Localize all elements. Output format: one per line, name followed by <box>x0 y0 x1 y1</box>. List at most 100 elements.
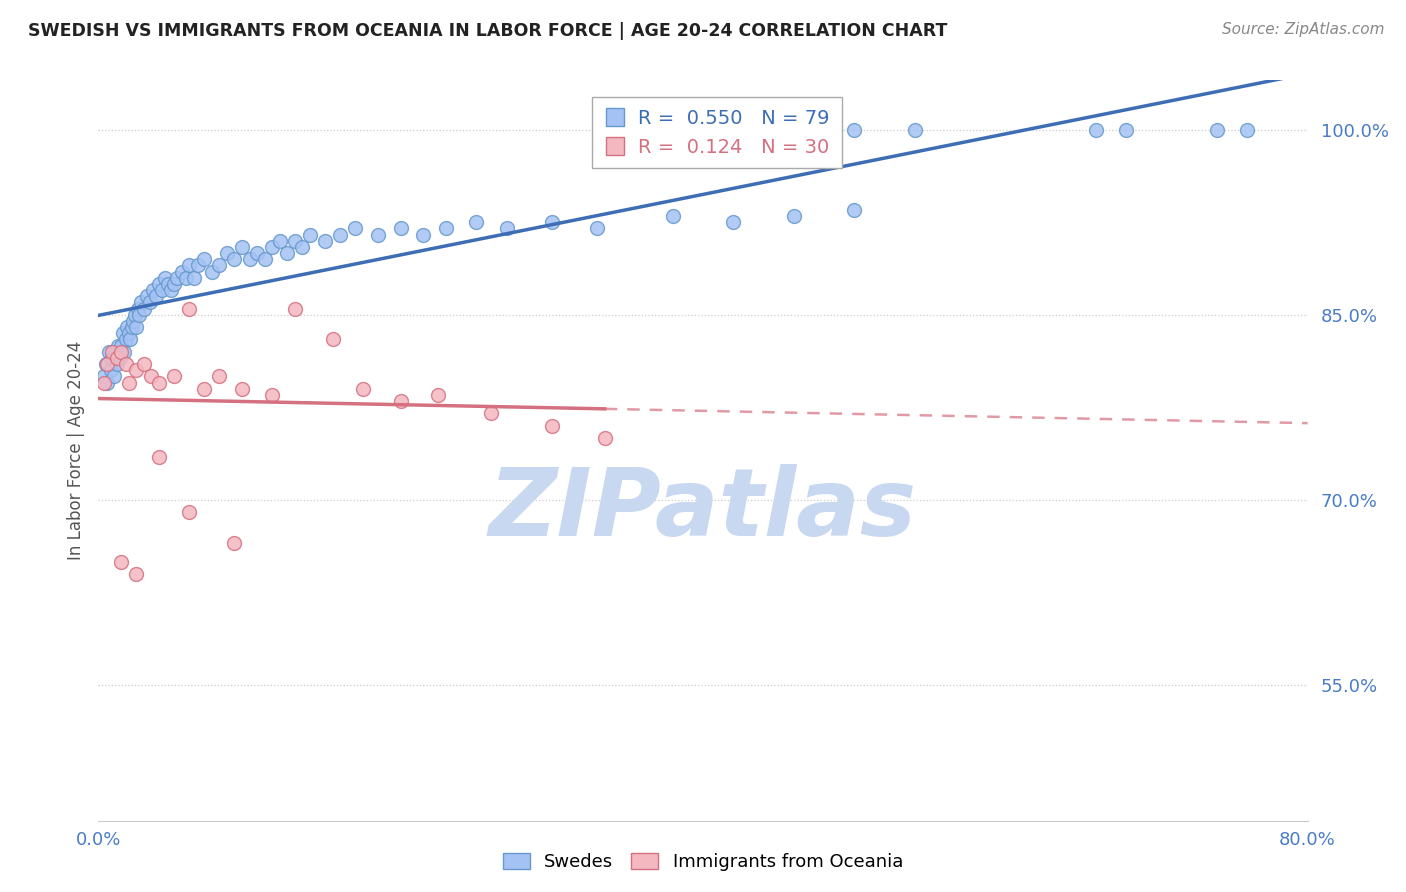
Point <box>120 333 142 347</box>
Point <box>201 264 224 278</box>
Point <box>253 252 276 267</box>
Point <box>145 289 167 303</box>
Point <box>389 221 412 235</box>
Point <box>170 264 193 278</box>
Point <box>215 246 238 260</box>
Point <box>284 301 307 316</box>
Point <box>122 314 145 328</box>
Point <box>389 394 412 409</box>
Point <box>465 215 488 229</box>
Point <box>107 338 129 352</box>
Point <box>141 369 163 384</box>
Point <box>104 344 127 359</box>
Point <box>299 227 322 242</box>
Point <box>193 382 215 396</box>
Point <box>142 283 165 297</box>
Point <box>179 259 201 273</box>
Point <box>111 326 134 341</box>
Point <box>132 301 155 316</box>
Point <box>128 308 150 322</box>
Text: Source: ZipAtlas.com: Source: ZipAtlas.com <box>1222 22 1385 37</box>
Point <box>661 122 683 136</box>
Point <box>276 246 298 260</box>
Point <box>723 215 745 229</box>
Point <box>110 344 132 359</box>
Point <box>495 221 517 235</box>
Text: SWEDISH VS IMMIGRANTS FROM OCEANIA IN LABOR FORCE | AGE 20-24 CORRELATION CHART: SWEDISH VS IMMIGRANTS FROM OCEANIA IN LA… <box>28 22 948 40</box>
Point <box>96 357 118 371</box>
Point <box>148 376 170 390</box>
Point <box>110 555 132 569</box>
Point <box>132 357 155 371</box>
Point <box>322 333 344 347</box>
Point <box>231 382 253 396</box>
Point <box>93 376 115 390</box>
Point <box>118 376 141 390</box>
Point <box>156 277 179 291</box>
Point <box>105 351 128 365</box>
Point <box>352 382 374 396</box>
Point <box>239 252 262 267</box>
Point <box>269 234 291 248</box>
Point <box>103 369 125 384</box>
Point <box>94 357 117 371</box>
Legend: R =  0.550   N = 79, R =  0.124   N = 30: R = 0.550 N = 79, R = 0.124 N = 30 <box>592 97 842 169</box>
Point <box>1115 122 1137 136</box>
Point <box>160 283 183 297</box>
Point <box>427 388 450 402</box>
Point <box>844 202 866 217</box>
Point <box>112 344 135 359</box>
Point <box>367 227 389 242</box>
Point <box>1206 122 1229 136</box>
Point <box>314 234 336 248</box>
Point <box>412 227 434 242</box>
Point <box>481 407 503 421</box>
Point <box>344 221 367 235</box>
Point <box>121 320 143 334</box>
Point <box>139 295 162 310</box>
Point <box>208 369 231 384</box>
Point <box>101 351 124 365</box>
Point <box>124 308 146 322</box>
Legend: Swedes, Immigrants from Oceania: Swedes, Immigrants from Oceania <box>495 846 911 879</box>
Point <box>163 369 186 384</box>
Point <box>262 240 284 254</box>
Point <box>115 320 138 334</box>
Point <box>284 234 307 248</box>
Point <box>125 363 148 377</box>
Point <box>586 221 609 235</box>
Point <box>183 270 205 285</box>
Point <box>98 344 121 359</box>
Point <box>904 122 927 136</box>
Point <box>125 320 148 334</box>
Point <box>163 277 186 291</box>
Point <box>844 122 866 136</box>
Point <box>224 536 246 550</box>
Point <box>129 295 152 310</box>
Point <box>179 505 201 519</box>
Point <box>434 221 457 235</box>
Point <box>110 338 132 352</box>
Point <box>108 351 131 365</box>
Point <box>661 209 683 223</box>
Point <box>187 259 209 273</box>
Point <box>153 270 176 285</box>
Point <box>540 418 562 433</box>
Point <box>224 252 246 267</box>
Point <box>593 431 616 445</box>
Point <box>246 246 269 260</box>
Point <box>291 240 314 254</box>
Point <box>540 215 562 229</box>
Point <box>118 326 141 341</box>
Point <box>114 333 136 347</box>
Point <box>114 357 136 371</box>
Point <box>135 289 157 303</box>
Point <box>148 277 170 291</box>
Point <box>96 376 118 390</box>
Text: ZIPatlas: ZIPatlas <box>489 464 917 556</box>
Point <box>231 240 253 254</box>
Point <box>166 270 188 285</box>
Point <box>174 270 197 285</box>
Point <box>127 301 149 316</box>
Point <box>93 369 115 384</box>
